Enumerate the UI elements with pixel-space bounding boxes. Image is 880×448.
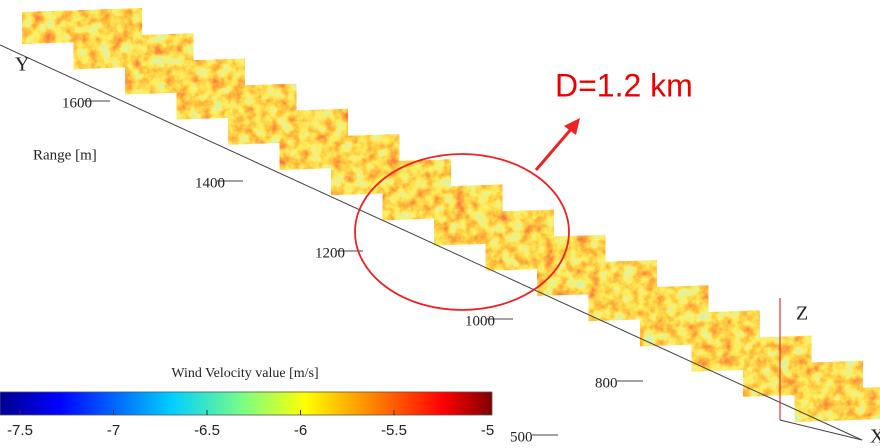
slice: [125, 58, 245, 95]
colorbar-tick-label: -6: [294, 422, 307, 439]
annotation: D=1.2 km: [555, 67, 693, 103]
colorbar-title: Wind Velocity value [m/s]: [171, 366, 318, 381]
slice: [73, 33, 194, 70]
range-tick-label: 1000: [465, 313, 495, 329]
slice: [485, 234, 606, 271]
range-tick-label: 1600: [62, 95, 92, 111]
colorbar-tick-label: -6.5: [194, 422, 220, 439]
highlight-ellipse: [354, 153, 570, 311]
slice: [794, 387, 880, 422]
range-ticks: 1600 1400 1200 1000 800 500: [62, 95, 643, 445]
range-tick-label: 500: [510, 429, 533, 445]
slice: [588, 285, 709, 322]
arrow-head: [564, 118, 580, 135]
x-label: X: [870, 426, 880, 448]
range-tick-label: 1200: [315, 245, 345, 261]
colorbar-tick-label: -5: [481, 422, 494, 439]
slice: [228, 108, 348, 145]
slice: [279, 134, 400, 170]
slice: [691, 335, 812, 372]
slice: [176, 83, 297, 120]
slice: [331, 159, 451, 196]
range-label: Range [m]: [33, 147, 97, 163]
colorbar-tick-label: -7: [107, 422, 120, 439]
z-label: Z: [796, 303, 808, 325]
colorbar-tick-label: -5.5: [381, 422, 407, 439]
arrow: [534, 127, 574, 171]
range-tick-label: 800: [595, 375, 618, 391]
slice: [537, 260, 657, 296]
slice: [434, 209, 554, 246]
range-axis: [0, 44, 863, 441]
colorbar: [0, 391, 493, 416]
colorbar-ticks: -7.5 -7 -6.5 -6 -5.5 -5: [7, 410, 494, 439]
colorbar-tick-label: -7.5: [7, 422, 33, 439]
range-tick-label: 1400: [195, 175, 225, 191]
slice: [640, 310, 760, 347]
slice: [22, 8, 142, 44]
y-label: Y: [15, 54, 29, 76]
panels: [22, 8, 880, 422]
slice: [382, 184, 503, 221]
x-axis: [779, 419, 863, 441]
slice: [743, 360, 863, 397]
